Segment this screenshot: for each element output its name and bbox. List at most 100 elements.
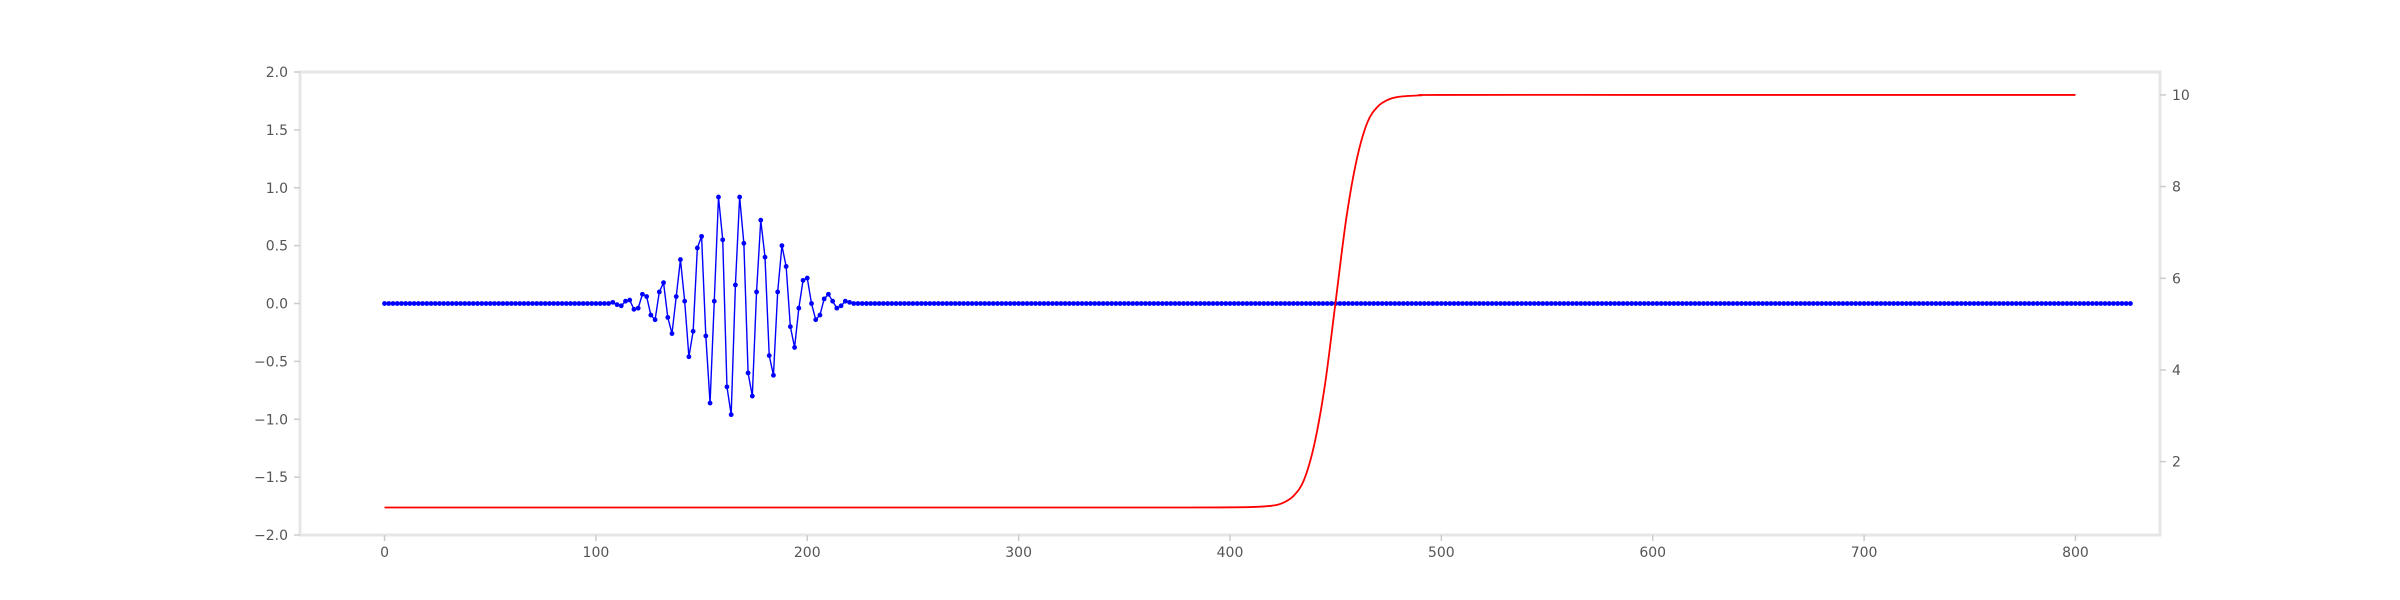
data-point <box>817 312 823 318</box>
data-point <box>1371 301 1377 306</box>
data-point <box>1282 301 1288 306</box>
data-point <box>483 301 489 306</box>
data-point <box>1384 301 1389 306</box>
data-point <box>1895 301 1901 306</box>
data-point <box>1126 301 1131 306</box>
data-point <box>923 301 929 306</box>
x-tick-label: 100 <box>583 545 610 561</box>
data-point <box>919 301 924 306</box>
x-tick-label: 600 <box>1639 545 1666 561</box>
data-point <box>2051 301 2057 306</box>
data-point <box>1756 301 1761 306</box>
data-point <box>1278 301 1284 306</box>
data-point <box>1269 301 1275 306</box>
data-point <box>762 254 768 260</box>
data-point <box>445 301 451 306</box>
data-point <box>517 301 523 306</box>
data-point <box>1531 301 1537 306</box>
data-point <box>1920 301 1926 306</box>
data-point <box>703 333 709 339</box>
data-point <box>2081 301 2087 306</box>
data-point <box>1100 301 1106 306</box>
data-point <box>2035 301 2040 306</box>
data-point <box>1975 301 1981 306</box>
data-point <box>1785 301 1791 306</box>
data-point <box>847 299 852 305</box>
data-point <box>1409 301 1415 306</box>
data-point <box>614 302 620 308</box>
data-point <box>779 243 785 249</box>
data-point <box>1679 301 1685 306</box>
data-point <box>1096 301 1102 306</box>
data-point <box>851 301 857 306</box>
data-point <box>965 301 971 306</box>
data-point <box>2068 301 2074 306</box>
data-point <box>821 296 827 302</box>
data-point <box>733 282 738 288</box>
data-point <box>1464 301 1470 306</box>
data-point <box>838 303 844 309</box>
data-point <box>1295 301 1301 306</box>
data-point <box>1358 301 1364 306</box>
data-point <box>1109 301 1115 306</box>
data-point <box>1557 301 1563 306</box>
data-point <box>428 301 434 306</box>
y-axis-left: −2.0 −1.5 −1.0 −0.5 0.0 0.5 1.0 1.5 2.0 <box>254 65 300 544</box>
data-point <box>787 324 793 330</box>
data-point <box>1176 301 1182 306</box>
data-point <box>415 301 421 306</box>
data-point <box>1147 301 1153 306</box>
data-point <box>1417 301 1423 306</box>
data-point <box>1726 301 1732 306</box>
data-point <box>1248 301 1254 306</box>
data-point <box>864 301 869 306</box>
data-point <box>1946 301 1952 306</box>
data-point <box>1054 301 1060 306</box>
data-point <box>525 301 531 306</box>
data-point <box>1388 301 1394 306</box>
data-point <box>1865 301 1871 306</box>
data-point <box>2005 301 2011 306</box>
data-point <box>475 301 480 306</box>
data-point <box>644 294 650 299</box>
data-point <box>1701 301 1706 306</box>
data-point <box>931 301 937 306</box>
data-point <box>2056 301 2061 306</box>
data-point <box>1764 301 1770 306</box>
y-tick-label: −0.5 <box>254 354 288 370</box>
data-point <box>1971 301 1977 306</box>
data-point <box>758 217 764 223</box>
data-point <box>1684 301 1689 306</box>
y2-tick-label: 10 <box>2172 88 2190 104</box>
data-point <box>1950 301 1956 306</box>
data-point <box>1350 301 1355 306</box>
data-point <box>737 194 743 200</box>
data-point <box>597 301 603 306</box>
data-point <box>1252 301 1258 306</box>
data-point <box>1291 301 1296 306</box>
data-point <box>990 301 996 306</box>
data-point <box>1650 301 1656 306</box>
x-tick-label: 300 <box>1005 545 1032 561</box>
data-point <box>1198 301 1203 306</box>
data-point <box>1460 301 1465 306</box>
data-point <box>1105 301 1110 306</box>
data-point <box>1730 301 1736 306</box>
data-point <box>906 301 912 306</box>
data-point <box>910 301 916 306</box>
data-point <box>1595 301 1601 306</box>
data-point <box>420 301 425 306</box>
data-point <box>1870 301 1875 306</box>
data-point <box>1062 301 1068 306</box>
data-point <box>394 301 400 306</box>
series-markers-1 <box>382 194 2133 418</box>
data-point <box>1582 301 1588 306</box>
data-point <box>2123 301 2129 306</box>
data-point <box>2001 301 2006 306</box>
series-line-2 <box>384 93 2076 509</box>
data-point <box>1527 301 1533 306</box>
data-point <box>1472 301 1478 306</box>
data-point <box>1984 301 1990 306</box>
data-point <box>1477 301 1482 306</box>
data-point <box>1020 301 1026 306</box>
